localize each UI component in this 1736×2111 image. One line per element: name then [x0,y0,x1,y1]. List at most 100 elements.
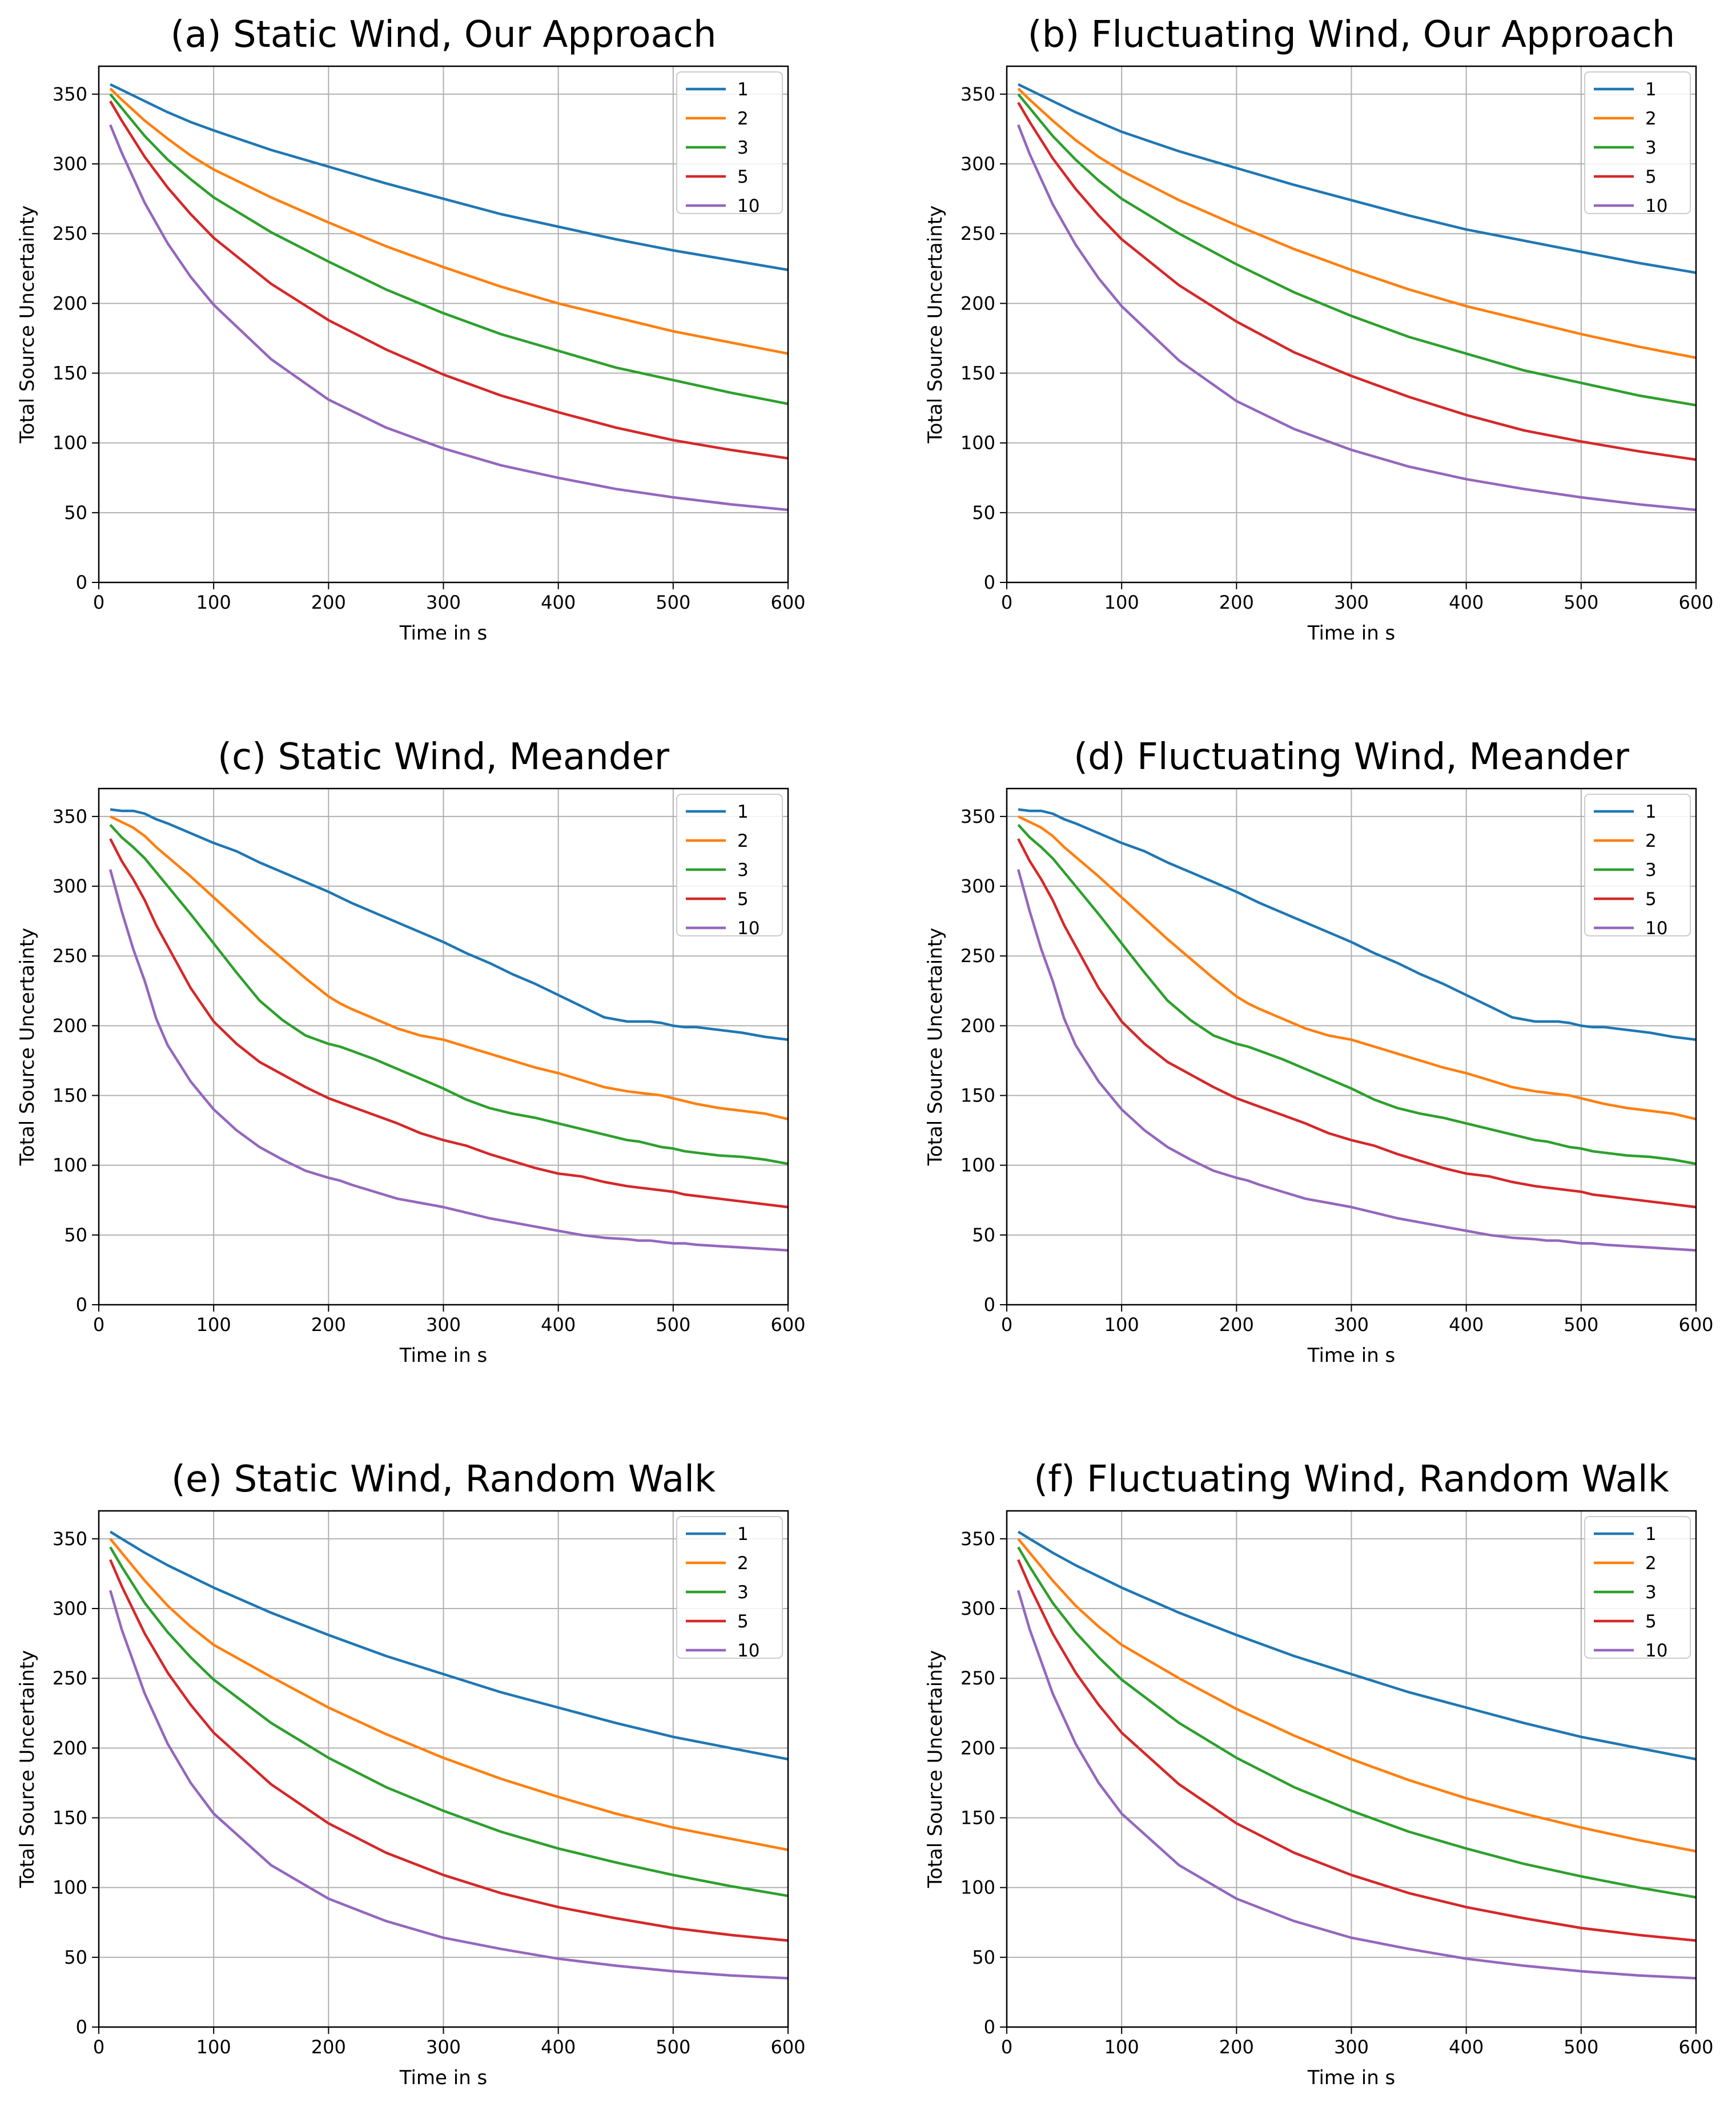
y-tick-label: 350 [961,83,995,105]
y-tick-label: 0 [984,2016,995,2038]
legend: 1 2 3 5 10 [1584,71,1691,216]
x-tick-label: 100 [1104,592,1139,613]
x-tick-label: 500 [1564,592,1598,613]
y-axis-label: Total Source Uncertainty [924,206,947,444]
legend-label-1: 1 [1645,79,1657,100]
series-line-5 [109,838,788,1209]
chart-title: (f) Fluctuating Wind, Random Walk [1034,1458,1669,1501]
legend-label-2: 2 [1645,1553,1657,1574]
series-line-5 [1017,838,1696,1209]
legend-label-10: 10 [1645,1640,1667,1661]
y-axis-label: Total Source Uncertainty [924,1650,947,1888]
x-tick-label: 600 [770,1314,805,1336]
legend-label-5: 5 [1645,167,1657,187]
legend-box [676,794,783,936]
legend-label-10: 10 [737,196,760,216]
series-line-10 [1016,1590,1696,1980]
y-tick-label: 100 [53,1877,87,1899]
x-tick-label: 200 [1219,2036,1254,2058]
x-tick-label: 300 [426,2036,461,2058]
y-tick-label: 250 [961,223,995,244]
series-line-1 [1017,1530,1696,1761]
series-line-10 [108,869,788,1252]
legend-label-5: 5 [1645,889,1657,910]
y-tick-label: 350 [53,83,87,105]
legend-label-10: 10 [737,918,760,939]
chart-title: (d) Fluctuating Wind, Meander [1074,736,1629,778]
x-tick-label: 600 [1678,1314,1713,1336]
legend-label-1: 1 [737,79,749,100]
y-tick-label: 100 [961,1877,995,1899]
x-tick-label: 300 [426,1314,461,1336]
legend-label-3: 3 [737,1582,749,1603]
y-tick-label: 0 [76,2016,87,2038]
legend-label-2: 2 [1645,108,1657,129]
y-tick-label: 50 [972,1224,995,1246]
y-tick-label: 350 [961,806,995,827]
series-line-1 [110,808,788,1042]
x-tick-label: 400 [1449,1314,1484,1336]
x-tick-label: 200 [311,1314,346,1336]
y-tick-label: 200 [53,292,87,314]
legend: 1 2 3 5 10 [1584,1516,1691,1661]
legend-label-5: 5 [1645,1611,1657,1632]
x-tick-label: 100 [196,2036,231,2058]
legend-label-5: 5 [737,889,749,910]
legend-label-1: 1 [1645,802,1657,822]
legend: 1 2 3 5 10 [676,1516,783,1661]
x-tick-label: 300 [1334,1314,1369,1336]
series-line-3 [109,93,788,405]
chart-title: (e) Static Wind, Random Walk [171,1458,716,1501]
series-line-1 [1018,83,1696,274]
legend-label-5: 5 [737,167,749,187]
legend-box [1584,71,1691,214]
y-axis-label: Total Source Uncertainty [16,1650,39,1888]
legend-box [1584,794,1691,936]
series-line-10 [109,124,788,512]
x-tick-label: 400 [541,1314,576,1336]
chart-title: (b) Fluctuating Wind, Our Approach [1028,14,1675,56]
y-tick-label: 150 [53,363,87,384]
x-tick-label: 500 [656,592,690,613]
x-tick-label: 0 [93,592,105,613]
x-tick-label: 600 [1678,592,1713,613]
series-line-5 [109,100,788,460]
y-tick-label: 300 [53,875,87,897]
x-tick-label: 400 [1449,2036,1484,2058]
series-line-5 [109,1559,788,1942]
legend-box [676,1516,783,1659]
y-tick-label: 0 [76,1294,87,1316]
legend: 1 2 3 5 10 [676,794,783,939]
y-tick-label: 350 [53,806,87,827]
legend-label-3: 3 [737,138,749,158]
x-axis-label: Time in s [399,2066,488,2089]
series-line-1 [109,1530,788,1761]
series-line-10 [108,1590,788,1980]
x-tick-label: 0 [93,1314,105,1336]
y-axis-label: Total Source Uncertainty [16,206,39,444]
legend-label-5: 5 [737,1611,749,1632]
y-tick-label: 300 [961,1598,995,1619]
legend-label-1: 1 [737,802,749,822]
y-tick-label: 300 [961,875,995,897]
x-tick-label: 100 [1104,2036,1139,2058]
legend-label-3: 3 [1645,860,1657,880]
y-tick-label: 200 [53,1737,87,1759]
chart-panel-6: (f) Fluctuating Wind, Random Walk 0 100 200… [924,1458,1714,2089]
legend-label-10: 10 [1645,196,1667,216]
x-axis-label: Time in s [399,1344,488,1367]
y-tick-label: 50 [64,1224,87,1246]
y-tick-label: 150 [961,1807,995,1829]
y-tick-label: 100 [53,1155,87,1176]
y-tick-label: 250 [961,945,995,967]
y-tick-label: 250 [961,1667,995,1689]
y-tick-label: 150 [961,363,995,384]
x-tick-label: 200 [311,592,346,613]
y-tick-label: 150 [961,1085,995,1107]
